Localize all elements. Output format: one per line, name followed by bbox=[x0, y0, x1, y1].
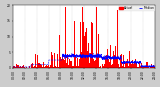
Legend: Actual, Median: Actual, Median bbox=[119, 6, 155, 11]
